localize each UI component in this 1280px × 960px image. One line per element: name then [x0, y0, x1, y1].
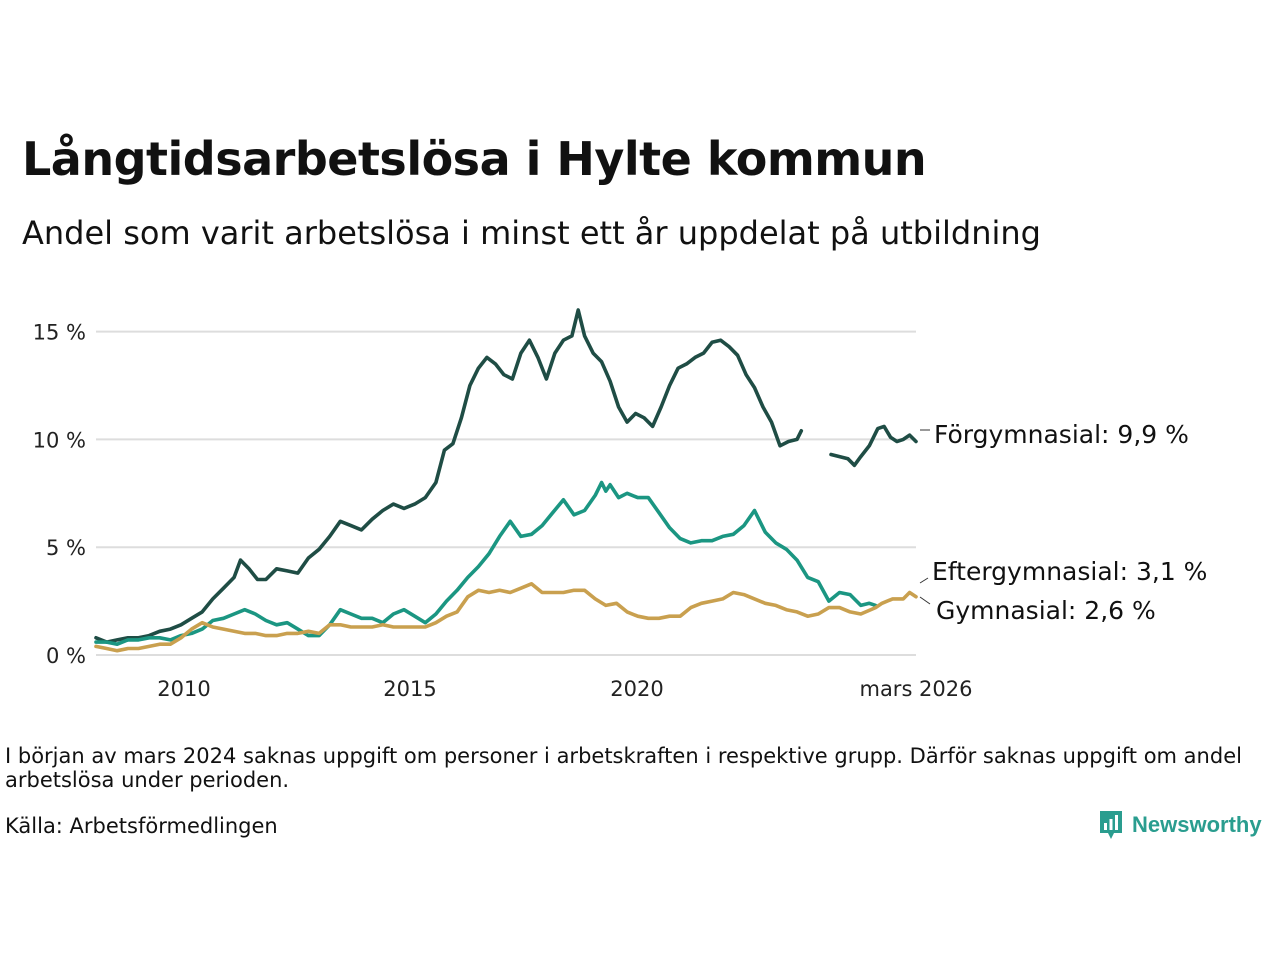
x-tick-label: 2015: [383, 677, 436, 701]
y-tick-label: 0 %: [46, 644, 86, 668]
x-tick-label: 2020: [610, 677, 663, 701]
y-tick-label: 15 %: [33, 321, 86, 345]
end-label-eftergymnasial: Eftergymnasial: 3,1 %: [932, 557, 1207, 586]
series-line-förgymnasial: [94, 308, 804, 644]
newsworthy-icon: [1100, 811, 1122, 839]
footnote: I början av mars 2024 saknas uppgift om …: [5, 744, 1242, 792]
end-label-förgymnasial: Förgymnasial: 9,9 %: [934, 420, 1189, 449]
end-label-leader: [919, 577, 929, 584]
brand-name: Newsworthy: [1132, 812, 1262, 837]
newsworthy-logo: Newsworthy: [1098, 808, 1262, 842]
x-tick-label: mars 2026: [859, 677, 972, 701]
y-tick-label: 10 %: [33, 428, 86, 452]
series-line-förgymnasial: [829, 424, 918, 468]
chart-subtitle: Andel som varit arbetslösa i minst ett å…: [22, 214, 1041, 252]
series-line-gymnasial: [94, 582, 918, 653]
y-tick-label: 5 %: [46, 536, 86, 560]
x-tick-label: 2010: [157, 677, 210, 701]
chart-title: Långtidsarbetslösa i Hylte kommun: [22, 132, 927, 186]
line-chart: 0 % 5 % 10 % 15 % 2010 2015 2020 mars 2026 Förgy…: [33, 308, 1207, 701]
end-label-gymnasial: Gymnasial: 2,6 %: [936, 596, 1156, 625]
series-line-eftergymnasial: [94, 480, 878, 646]
end-label-leader: [919, 596, 931, 605]
source-text: Källa: Arbetsförmedlingen: [5, 814, 278, 838]
